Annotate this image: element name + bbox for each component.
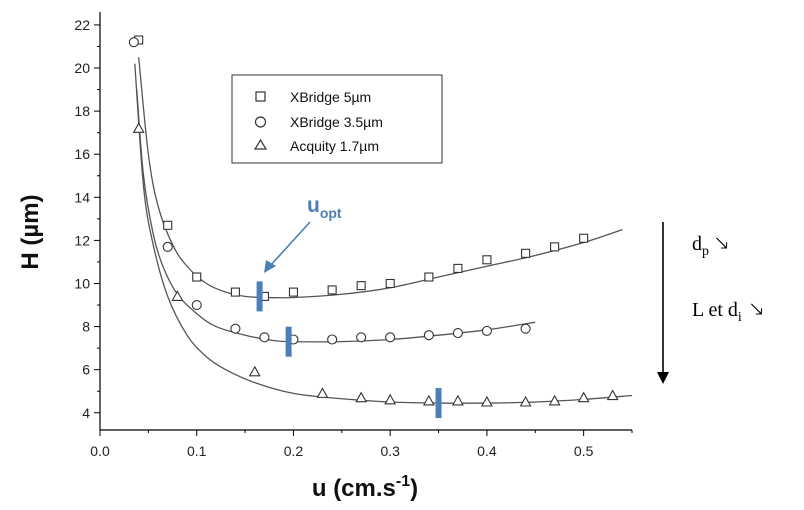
u-opt-label: uopt [307, 194, 342, 221]
x-tick-label: 0.4 [477, 443, 497, 459]
square-marker-icon [255, 91, 266, 102]
square-data-point [482, 255, 492, 265]
square-data-point [163, 220, 173, 230]
legend-item-xbridge-5: XBridge 5µm [255, 89, 371, 105]
triangle-data-point [171, 290, 184, 301]
circle-data-point [128, 37, 139, 48]
triangle-data-point [316, 387, 329, 398]
y-tick-label: 8 [82, 319, 90, 335]
square-data-point [424, 272, 434, 282]
y-tick-label: 6 [82, 362, 90, 378]
circle-data-point [230, 323, 241, 334]
u-opt-bar-series-1 [285, 326, 292, 357]
square-data-point [453, 263, 463, 273]
legend-label: XBridge 3.5µm [290, 114, 383, 130]
arrow-head-icon [264, 260, 276, 273]
circle-data-point [385, 332, 396, 343]
plot-area: 0.0 0.1 0.2 0.3 0.4 0.5 4 6 8 10 12 14 16 18 20 22 [74, 12, 633, 459]
square-data-point [356, 281, 366, 291]
square-data-point [550, 242, 560, 252]
triangle-data-point [451, 394, 464, 406]
axes: 0.0 0.1 0.2 0.3 0.4 0.5 4 6 8 10 12 14 16 18 20 22 [74, 12, 633, 459]
length-diameter-label: L et di 🡖 [692, 299, 763, 325]
legend: XBridge 5µm XBridge 3.5µm Acquity 1.7µm [231, 74, 443, 164]
triangle-data-point [606, 389, 619, 401]
circle-data-point [162, 241, 173, 252]
square-data-point [192, 272, 202, 282]
x-tick-label: 0.5 [574, 443, 594, 459]
triangle-data-point [480, 395, 493, 407]
u-opt-bars [256, 281, 442, 419]
triangle-data-point [577, 391, 590, 403]
x-tick-label: 0.2 [284, 443, 304, 459]
u-opt-annotation: uopt [264, 194, 342, 273]
square-data-point [385, 278, 395, 289]
triangle-data-point [519, 395, 532, 407]
down-arrow-head-icon [657, 372, 669, 384]
legend-label: XBridge 5µm [290, 89, 371, 105]
x-axis-title: u (cm.s-1) [312, 473, 418, 502]
y-tick-label: 14 [74, 189, 90, 205]
x-tick-label: 0.0 [90, 443, 110, 459]
x-tick-label: 0.3 [380, 443, 400, 459]
circle-data-point [452, 327, 463, 339]
circle-data-point [191, 299, 202, 311]
circle-data-point [356, 332, 367, 343]
square-data-point [579, 233, 589, 243]
fit-curve-series-1 [136, 89, 536, 343]
circle-data-point [520, 323, 531, 334]
dp-label: dp 🡖 [692, 233, 728, 259]
y-tick-label: 4 [82, 405, 90, 421]
y-tick-label: 10 [74, 275, 90, 291]
triangle-data-point [355, 391, 368, 403]
y-tick-label: 22 [74, 17, 90, 33]
circle-data-point [423, 330, 434, 341]
triangle-data-point [384, 393, 397, 405]
trend-annotation: dp 🡖 L et di 🡖 [657, 222, 763, 384]
legend-box [231, 74, 443, 164]
circle-data-point [327, 334, 338, 345]
square-data-point [521, 248, 531, 258]
x-tick-label: 0.1 [187, 443, 207, 459]
triangle-data-point [548, 394, 561, 406]
data-points [128, 35, 619, 407]
square-data-point [230, 287, 240, 297]
circle-data-point [481, 325, 492, 336]
y-axis-title: H (µm) [17, 194, 44, 269]
triangle-marker-icon [253, 138, 268, 150]
legend-item-acquity: Acquity 1.7µm [253, 138, 379, 154]
triangle-data-point [248, 365, 261, 377]
y-tick-label: 18 [74, 103, 90, 119]
u-opt-arrow-line [269, 221, 311, 267]
y-tick-label: 16 [74, 146, 90, 162]
y-tick-label: 20 [74, 60, 90, 76]
y-tick-label: 12 [74, 232, 90, 248]
triangle-data-point [422, 394, 435, 406]
u-opt-bar-series-0 [256, 281, 263, 312]
fit-curve-series-2 [134, 63, 633, 404]
legend-label: Acquity 1.7µm [290, 138, 379, 154]
square-data-point [327, 285, 337, 295]
triangle-data-point [132, 122, 145, 133]
circle-data-point [259, 332, 270, 343]
square-data-point [288, 287, 299, 297]
legend-item-xbridge-3-5: XBridge 3.5µm [254, 114, 383, 130]
circle-marker-icon [254, 116, 267, 128]
u-opt-bar-series-2 [435, 388, 442, 419]
